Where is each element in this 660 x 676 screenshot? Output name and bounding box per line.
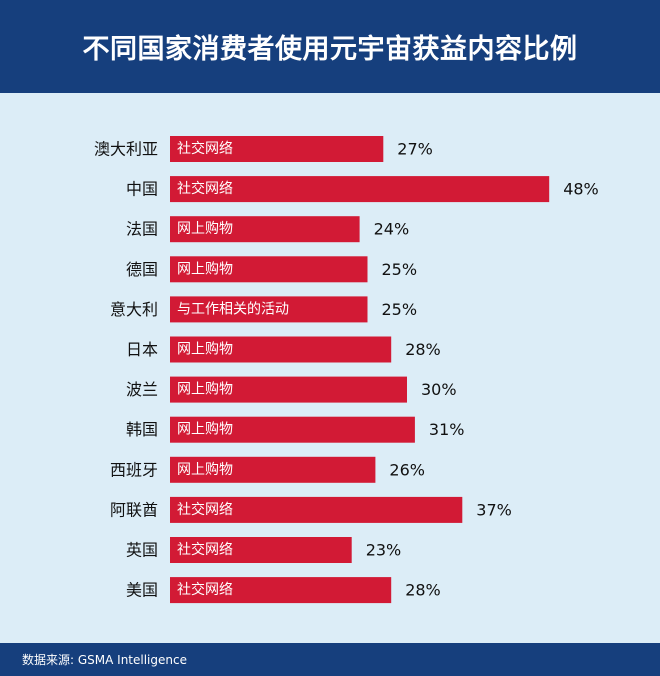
bar-inner-label: 社交网络 [177, 541, 233, 558]
bar-inner-label: 网上购物 [177, 382, 233, 398]
bar [170, 496, 463, 523]
value-label: 25% [382, 300, 418, 319]
bar-inner-label: 社交网络 [177, 140, 233, 157]
bar-inner-label: 社交网络 [177, 180, 233, 197]
value-label: 27% [397, 140, 433, 159]
bar-chart: 澳大利亚 社交网络 27%中国 社交网络 48%法国 网上购物 24%德国 网上购物 25%意大… [94, 136, 599, 604]
value-label: 31% [429, 420, 465, 439]
value-label: 48% [563, 180, 599, 199]
bar [170, 176, 550, 203]
header-bar: 不同国家消费者使用元宇宙获益内容比例 [0, 0, 660, 93]
bar-inner-label: 社交网络 [177, 581, 233, 598]
bar-inner-label: 网上购物 [177, 462, 233, 478]
category-label: 德国 [126, 260, 158, 279]
bar-inner-label: 网上购物 [177, 261, 233, 277]
bar-inner-label: 网上购物 [177, 342, 233, 358]
bar [170, 456, 376, 483]
bar [170, 537, 352, 563]
value-label: 25% [382, 260, 418, 279]
value-label: 23% [366, 541, 402, 560]
bar [170, 577, 392, 604]
bar [170, 296, 368, 323]
value-label: 26% [389, 460, 425, 479]
bar [170, 416, 415, 443]
category-label: 阿联酋 [110, 500, 158, 519]
category-label: 意大利 [110, 300, 158, 319]
value-label: 37% [476, 500, 512, 519]
category-label: 波兰 [126, 380, 158, 399]
bar [170, 256, 368, 283]
bar-inner-label: 社交网络 [177, 501, 233, 518]
footer-bar: 数据来源: GSMA Intelligence [0, 643, 660, 676]
bar [170, 376, 407, 403]
category-label: 日本 [126, 340, 158, 359]
bar [170, 216, 360, 243]
bar [170, 136, 384, 162]
category-label: 法国 [126, 220, 158, 239]
category-label: 澳大利亚 [94, 140, 158, 159]
source-note: 数据来源: GSMA Intelligence [22, 653, 187, 667]
value-label: 30% [421, 380, 457, 399]
bar-inner-label: 网上购物 [177, 221, 233, 237]
bar-inner-label: 与工作相关的活动 [177, 301, 289, 317]
category-label: 韩国 [126, 420, 158, 439]
value-label: 24% [374, 220, 410, 239]
bar [170, 336, 392, 363]
value-label: 28% [405, 581, 441, 600]
category-label: 中国 [126, 180, 158, 199]
category-label: 西班牙 [110, 460, 158, 479]
category-label: 美国 [126, 581, 158, 600]
chart-title: 不同国家消费者使用元宇宙获益内容比例 [82, 34, 578, 65]
category-label: 英国 [126, 541, 158, 560]
bar-inner-label: 网上购物 [177, 422, 233, 438]
value-label: 28% [405, 340, 441, 359]
